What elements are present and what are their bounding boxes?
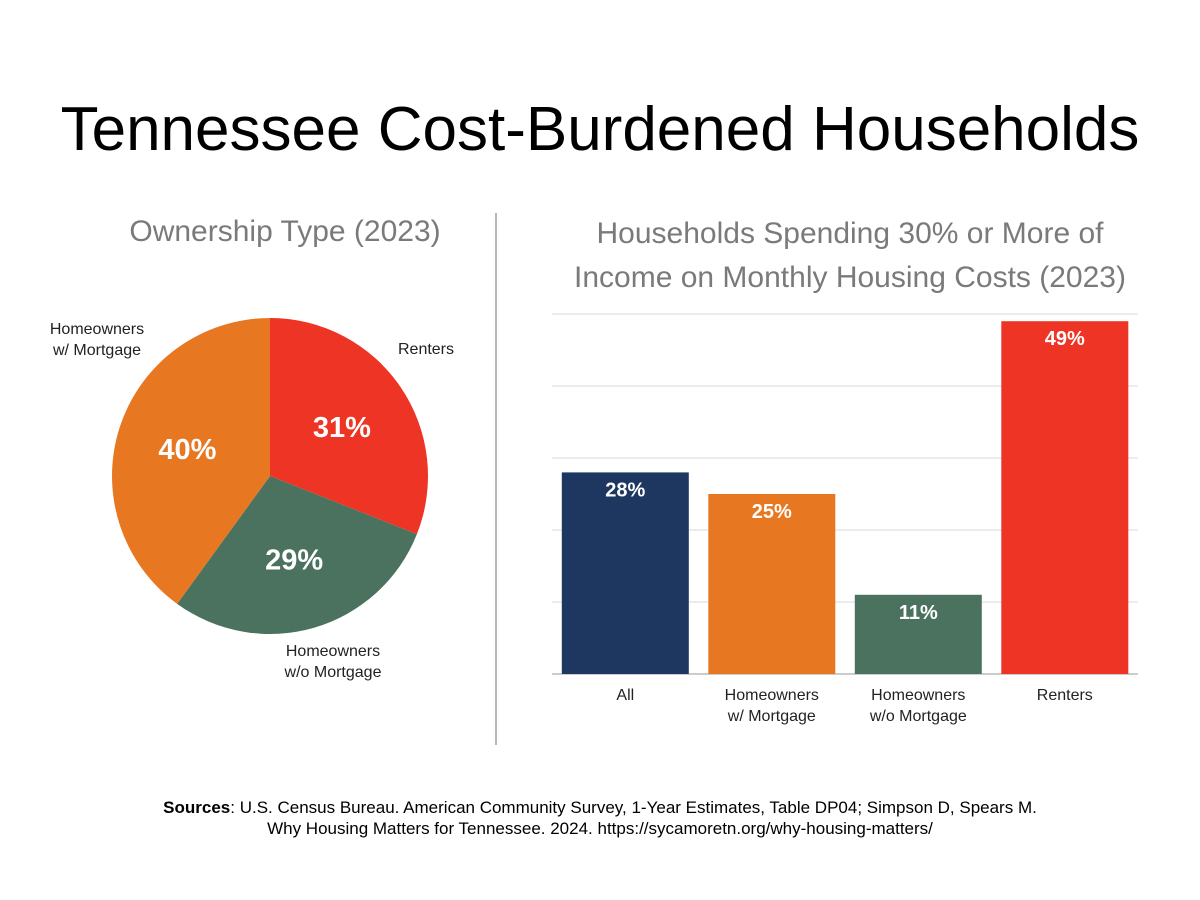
x-tick-label: Homeowners w/o Mortgage (869, 687, 967, 725)
pie-category-label: Renters (398, 341, 454, 358)
pie-slice-homeowners-w-mortgage (112, 318, 270, 604)
bar (708, 494, 836, 674)
pie-category-label-line: Renters (398, 341, 454, 358)
bar (1001, 321, 1129, 674)
x-tick-label-line: Homeowners (725, 687, 819, 704)
pie-slice-homeowners-w-o-mortgage (177, 476, 417, 634)
pie-value-label: 31% (313, 412, 371, 444)
pie-category-label: Homeowners w/ Mortgage (50, 321, 144, 359)
x-tick-label-line: w/o Mortgage (869, 708, 967, 725)
pie-value-label: 40% (158, 434, 216, 466)
x-tick-label: All (616, 687, 634, 704)
bar (561, 472, 689, 674)
pie-category-label: Homeowners w/o Mortgage (284, 643, 382, 681)
page-title: Tennessee Cost-Burdened Households (60, 94, 1140, 164)
pie-category-label-line: Homeowners (286, 643, 380, 660)
pie-slice-renters (270, 318, 428, 535)
bar-chart-title: Households Spending 30% or More of Incom… (520, 212, 1180, 300)
cost-burden-bar-chart: 28% All 25% Homeowners w/ Mortgage 11% Homeown… (552, 313, 1138, 725)
bar-value-label: 28% (605, 479, 645, 501)
pie-chart-title: Ownership Type (2023) (129, 215, 441, 248)
bar-value-label: 11% (899, 602, 938, 624)
pie-value-label: 29% (265, 544, 323, 576)
x-tick-label: Homeowners w/ Mortgage (725, 687, 819, 725)
bar-value-label: 25% (752, 501, 792, 523)
bar-value-label: 49% (1045, 328, 1085, 350)
x-tick-label: Renters (1037, 687, 1093, 704)
pie-category-label-line: w/ Mortgage (52, 342, 141, 359)
x-tick-label-line: All (616, 687, 634, 704)
pie-category-label-line: w/o Mortgage (284, 664, 382, 681)
x-tick-label-line: Renters (1037, 687, 1093, 704)
pie-category-label-line: Homeowners (50, 321, 144, 338)
x-tick-label-line: Homeowners (871, 687, 965, 704)
bar (854, 594, 982, 674)
chart-divider (495, 213, 497, 745)
bar-chart-title-line-1: Households Spending 30% or More of (596, 217, 1104, 250)
ownership-pie-chart: 31% Renters 29% Homeowners w/o Mortgage 40% Ho… (50, 318, 454, 681)
sources-footer: Sources: U.S. Census Bureau. American Co… (0, 797, 1200, 839)
sources-label: Sources (163, 798, 231, 817)
sources-line-1: : U.S. Census Bureau. American Community… (230, 798, 1037, 817)
x-tick-label-line: w/ Mortgage (727, 708, 816, 725)
sources-line-2: Why Housing Matters for Tennessee. 2024.… (267, 819, 933, 838)
bar-chart-title-line-2: Income on Monthly Housing Costs (2023) (574, 261, 1126, 294)
